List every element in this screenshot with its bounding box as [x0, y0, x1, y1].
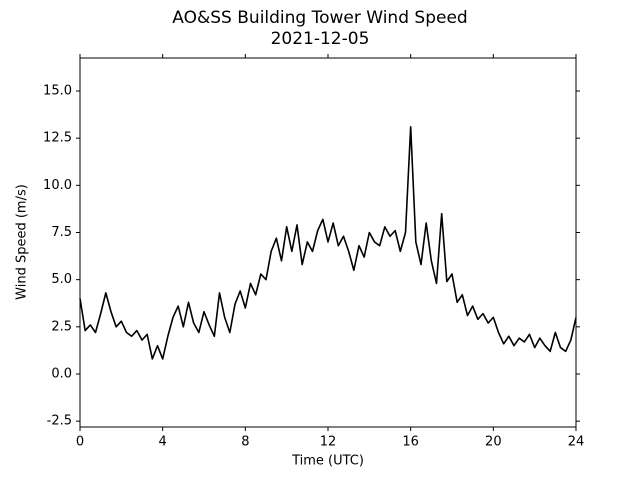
chart-title: AO&SS Building Tower Wind Speed — [172, 8, 467, 28]
x-tick-label: 24 — [568, 435, 585, 450]
x-tick-label: 8 — [241, 435, 249, 450]
chart-subtitle: 2021-12-05 — [271, 29, 370, 49]
x-tick-label: 16 — [402, 435, 419, 450]
y-tick-label: -2.5 — [47, 414, 72, 429]
x-tick-label: 12 — [320, 435, 337, 450]
x-tick-label: 4 — [159, 435, 167, 450]
y-tick-label: 10.0 — [43, 178, 72, 193]
y-tick-label: 15.0 — [43, 84, 72, 99]
x-axis-label: Time (UTC) — [291, 454, 364, 469]
x-tick-label: 0 — [76, 435, 84, 450]
line-series — [79, 126, 577, 360]
x-tick-label: 20 — [485, 435, 502, 450]
y-tick-label: 7.5 — [51, 225, 72, 240]
y-tick-label: 5.0 — [51, 272, 72, 287]
y-tick-label: 2.5 — [51, 319, 72, 334]
y-axis-label: Wind Speed (m/s) — [15, 184, 30, 300]
y-tick-label: 0.0 — [51, 366, 72, 381]
y-tick-label: 12.5 — [43, 131, 72, 146]
